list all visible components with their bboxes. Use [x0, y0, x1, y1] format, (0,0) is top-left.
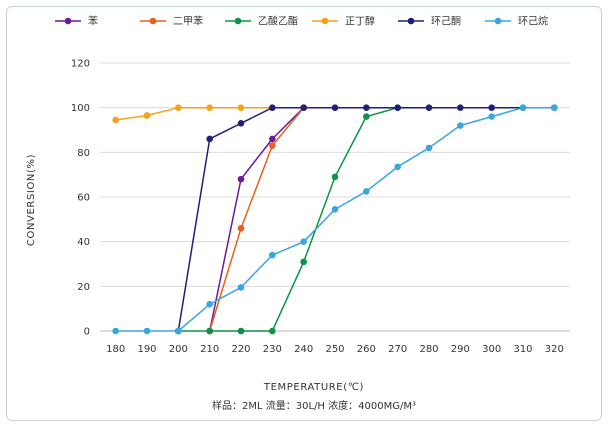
y-axis-ticks: 0 20 40 60 80 100 120 — [71, 59, 90, 338]
series-lines — [115, 106, 555, 332]
x-tick-label: 300 — [482, 344, 501, 355]
x-tick-label: 260 — [357, 344, 376, 355]
series-line — [177, 106, 555, 332]
data-point — [237, 104, 245, 111]
data-point — [269, 142, 276, 149]
legend-label: 环己烷 — [518, 15, 548, 28]
y-tick-label: 40 — [77, 237, 90, 248]
x-tick-label: 240 — [294, 344, 313, 355]
data-point — [300, 258, 307, 266]
data-point — [394, 163, 401, 171]
data-point — [394, 104, 401, 111]
legend-marker — [234, 17, 242, 25]
data-point — [269, 251, 276, 259]
data-point — [300, 238, 307, 245]
data-point — [457, 104, 464, 111]
x-tick-label: 230 — [263, 344, 282, 355]
legend-marker — [64, 17, 72, 25]
x-tick-label: 210 — [200, 344, 219, 355]
y-tick-label: 100 — [71, 103, 90, 114]
data-point — [206, 327, 213, 335]
x-tick-label: 180 — [106, 344, 125, 355]
data-point — [300, 104, 307, 111]
series-points — [112, 104, 558, 335]
data-point — [488, 113, 495, 120]
data-point — [237, 224, 245, 232]
y-tick-label: 80 — [77, 148, 90, 159]
data-point — [206, 104, 213, 111]
grid-lines — [100, 62, 570, 332]
legend-marker — [149, 17, 157, 25]
x-tick-label: 250 — [325, 344, 344, 355]
data-point — [269, 104, 276, 111]
x-tick-label: 200 — [169, 344, 188, 355]
x-tick-label: 320 — [545, 344, 564, 355]
data-point — [112, 327, 119, 335]
legend-marker — [494, 17, 502, 25]
x-tick-label: 190 — [137, 344, 156, 355]
data-point — [269, 135, 276, 143]
data-point — [206, 135, 213, 143]
series-line — [115, 106, 555, 332]
data-point — [363, 188, 370, 195]
x-tick-label: 310 — [513, 344, 532, 355]
x-tick-label: 290 — [451, 344, 470, 355]
data-point — [237, 327, 245, 335]
data-point — [269, 327, 276, 335]
chart-frame — [6, 6, 602, 421]
data-point — [237, 284, 245, 291]
x-axis-title: TEMPERATURE(℃) — [263, 382, 364, 393]
data-point — [457, 122, 464, 129]
x-tick-label: 220 — [231, 344, 250, 355]
data-point — [519, 104, 527, 111]
legend-label: 正丁醇 — [345, 15, 375, 28]
data-point — [175, 327, 182, 335]
data-point — [112, 116, 119, 124]
y-tick-label: 120 — [71, 59, 90, 70]
legend: 苯 二甲苯 乙酸乙酯 正丁醇 环己酮 环己烷 — [55, 15, 548, 28]
data-point — [363, 113, 370, 120]
legend-label: 乙酸乙酯 — [258, 15, 298, 28]
y-tick-label: 60 — [77, 193, 90, 204]
x-tick-label: 280 — [419, 344, 438, 355]
series-line — [178, 106, 398, 332]
data-point — [143, 327, 151, 335]
legend-marker — [407, 17, 415, 25]
data-point — [175, 104, 182, 111]
y-tick-label: 0 — [84, 327, 90, 338]
data-point — [237, 175, 245, 183]
data-point — [331, 173, 339, 181]
data-point — [206, 300, 213, 308]
legend-label: 二甲苯 — [173, 15, 203, 28]
data-point — [488, 104, 495, 111]
y-tick-label: 20 — [77, 282, 90, 293]
data-point — [425, 104, 433, 111]
x-axis-ticks: 180 190 200 210 220 230 240 250 260 270 280 290 300 3… — [106, 344, 564, 355]
series-line — [208, 107, 305, 332]
data-point — [143, 112, 151, 119]
data-point — [363, 104, 370, 111]
footnote: 样品：2ML 流量：30L/H 浓度：4000MG/M³ — [212, 399, 416, 412]
series-line — [208, 107, 305, 332]
data-point — [237, 120, 245, 127]
x-tick-label: 270 — [388, 344, 407, 355]
y-axis-title: CONVERSION(%) — [26, 154, 37, 246]
legend-marker — [321, 17, 329, 25]
data-point — [551, 104, 558, 111]
data-point — [331, 205, 339, 213]
legend-label: 环己酮 — [431, 16, 461, 28]
data-point — [425, 144, 433, 152]
data-point — [331, 104, 339, 111]
legend-label: 苯 — [88, 15, 98, 28]
